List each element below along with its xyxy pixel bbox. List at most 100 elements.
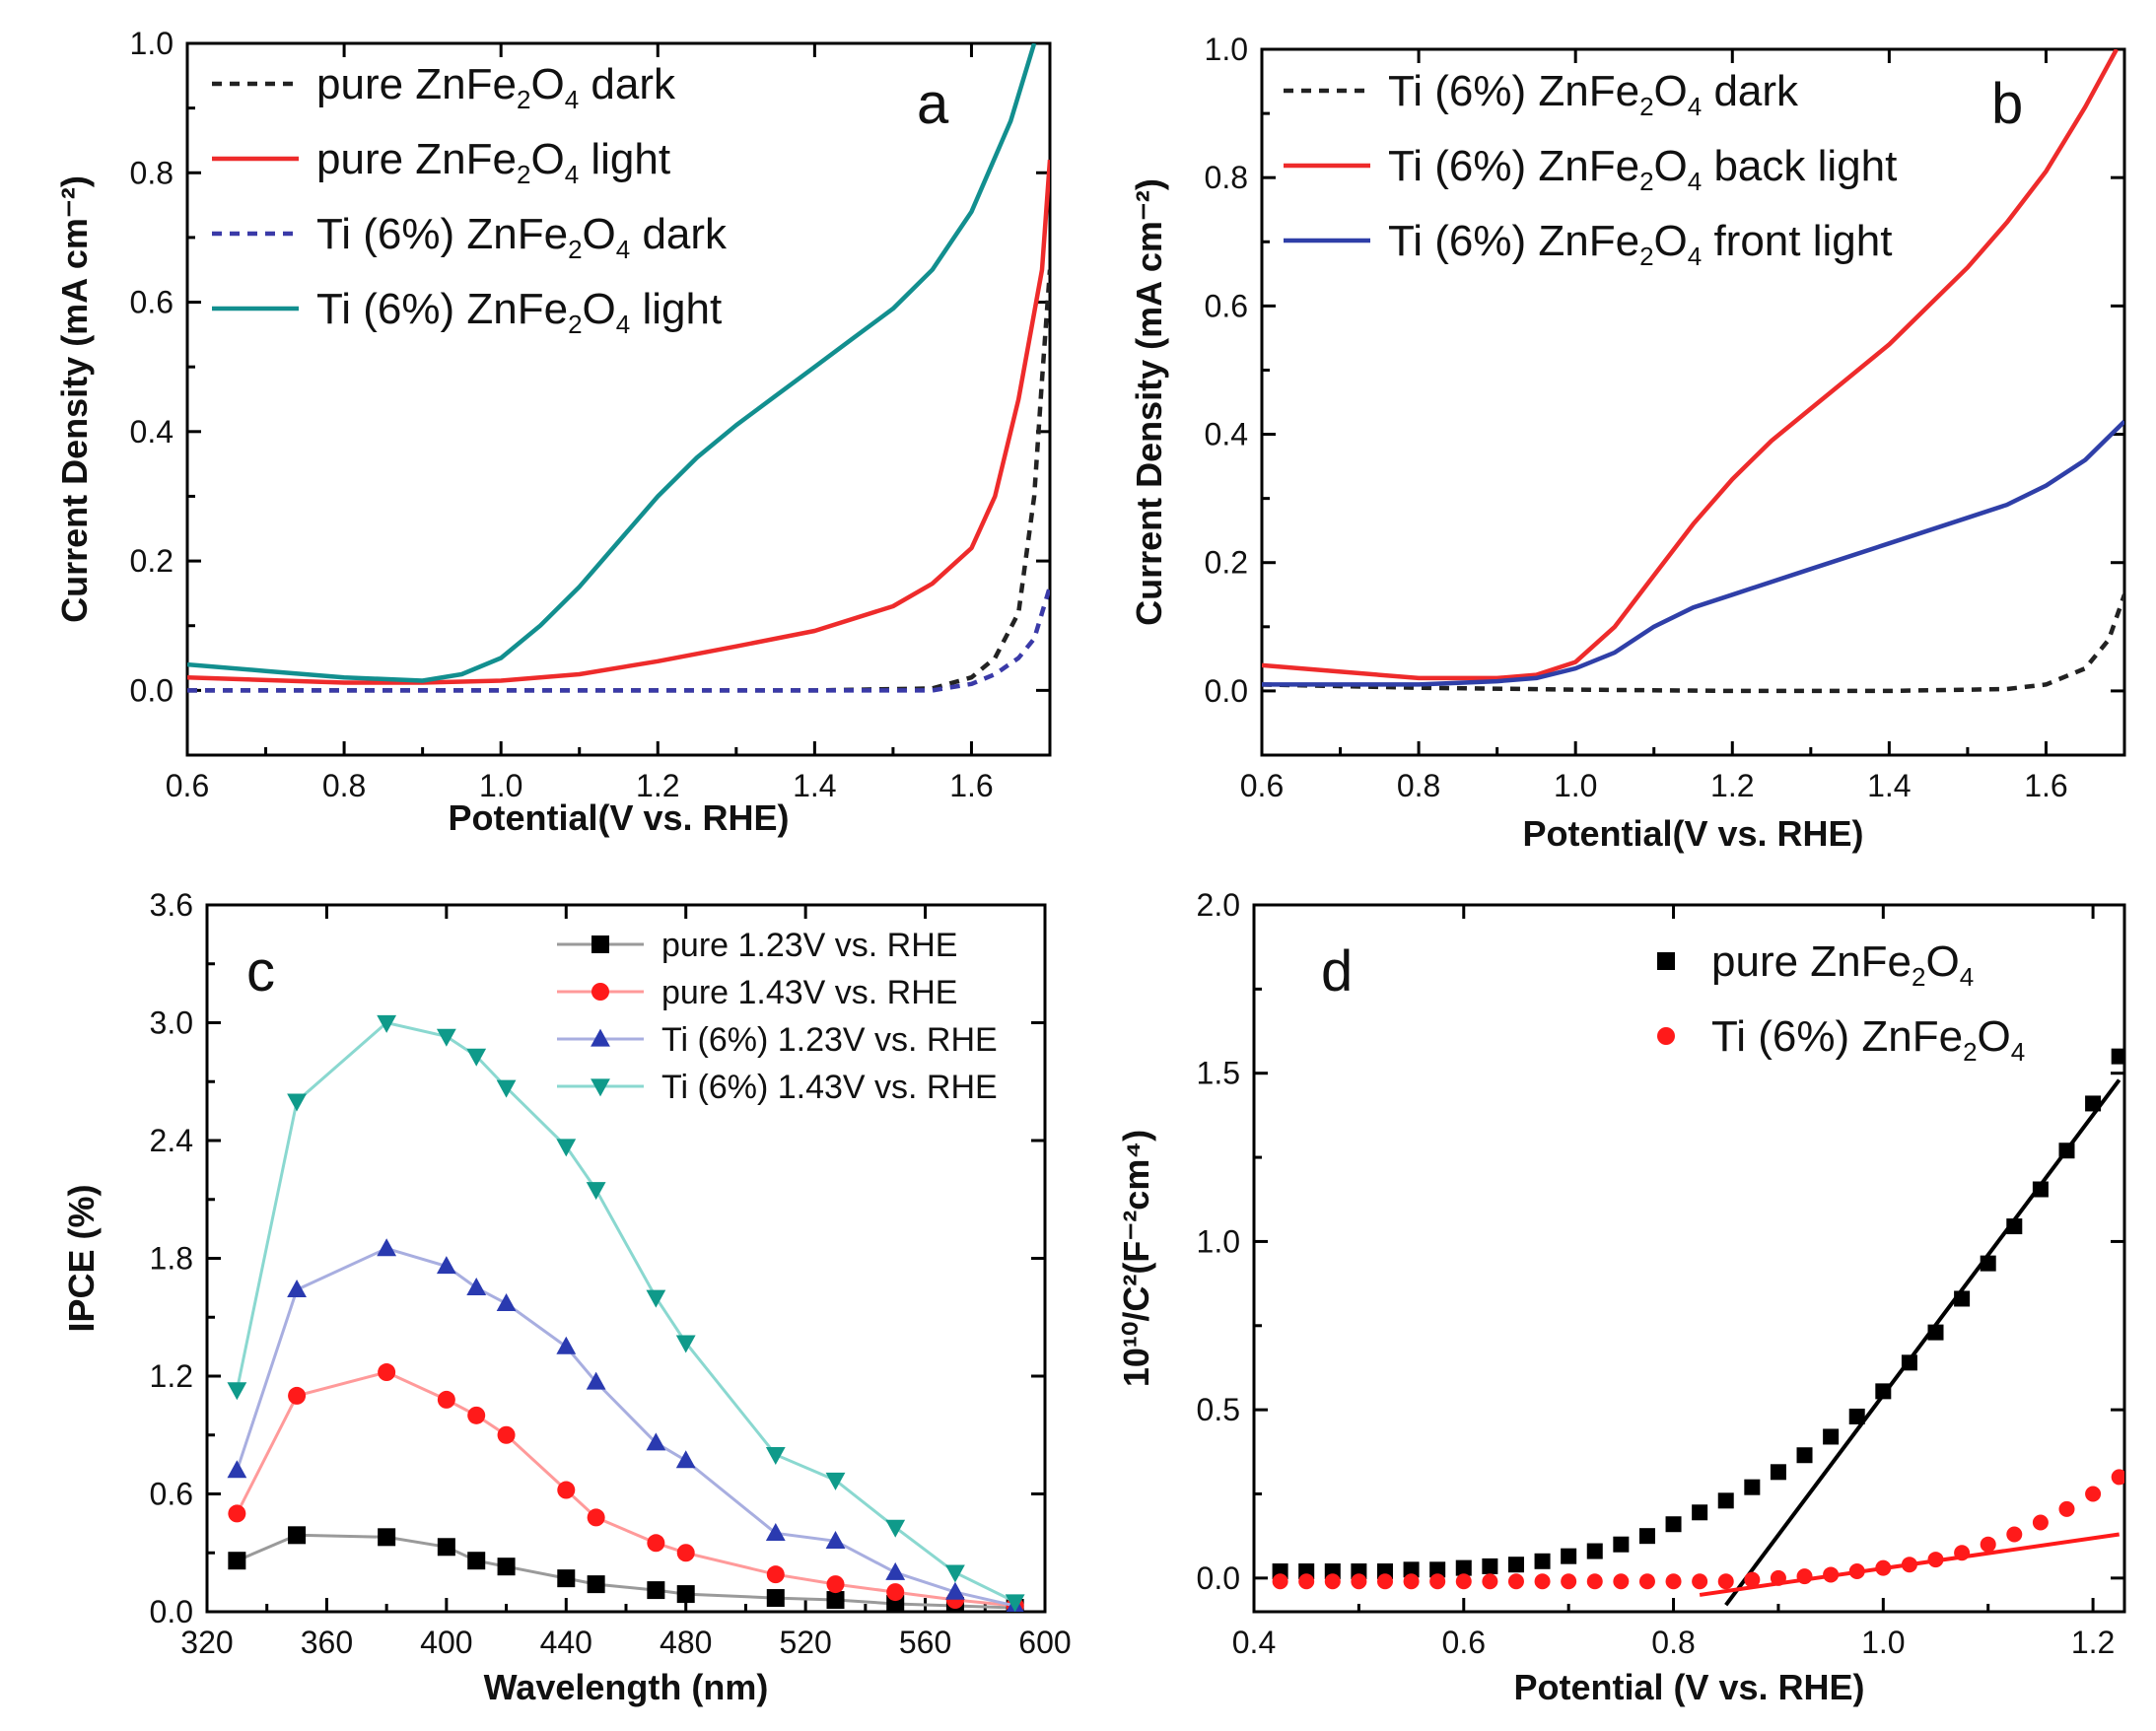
data-point: [676, 1585, 695, 1604]
y-tick-label: 0.8: [1205, 160, 1248, 195]
data-point: [1901, 1557, 1917, 1573]
data-point: [1482, 1558, 1498, 1574]
data-point: [675, 1450, 696, 1469]
x-tick-label: 600: [1018, 1625, 1071, 1660]
data-point: [2085, 1095, 2102, 1112]
x-tick-label: 0.6: [166, 768, 209, 803]
data-point: [228, 1552, 246, 1570]
series-2: [187, 586, 1050, 693]
x-tick-label: 400: [420, 1625, 472, 1660]
legend-label: Ti (6%) 1.23V vs. RHE: [661, 1021, 998, 1059]
data-point: [766, 1589, 785, 1608]
x-tick-label: 1.2: [2071, 1625, 2115, 1660]
plot-frame: [185, 41, 1052, 757]
legend-text-part: 2: [517, 160, 530, 189]
legend-text-part: 2: [1639, 242, 1653, 271]
fit-line: [1724, 1078, 2121, 1607]
data-point: [1586, 1543, 1603, 1559]
series-line: [187, 586, 1050, 693]
data-point: [436, 1256, 456, 1275]
data-point: [2111, 1469, 2124, 1486]
data-point: [826, 1591, 845, 1610]
data-point: [378, 1363, 396, 1382]
data-point: [496, 1079, 517, 1098]
data-point: [765, 1447, 786, 1466]
data-point: [825, 1530, 846, 1549]
y-tick-label: 0.8: [130, 155, 174, 190]
legend-label: Ti (6%) ZnFe2O4: [1711, 1012, 2025, 1067]
x-tick-label: 1.6: [2024, 768, 2067, 803]
legend-label: Ti (6%) 1.43V vs. RHE: [661, 1069, 998, 1106]
series-line: [1262, 593, 2124, 694]
data-point: [647, 1534, 665, 1553]
series-0: [1272, 1048, 2124, 1607]
x-tick-label: 320: [180, 1625, 233, 1660]
data-point: [1665, 1573, 1682, 1590]
legend-marker: [591, 1078, 610, 1097]
data-point: [885, 1561, 906, 1580]
data-point: [1351, 1573, 1367, 1590]
data-point: [885, 1519, 906, 1538]
data-point: [586, 1371, 606, 1390]
x-tick-label: 1.4: [793, 768, 836, 803]
x-tick-label: 1.2: [1710, 768, 1754, 803]
data-point: [1534, 1553, 1551, 1569]
data-point: [1613, 1536, 1630, 1553]
plot-area: [227, 1014, 1025, 1612]
legend-marker: [1657, 952, 1675, 970]
legend-text-part: Ti (6%) ZnFe: [316, 210, 568, 258]
data-point: [587, 1508, 605, 1527]
data-point: [437, 1390, 455, 1409]
data-point: [1954, 1545, 1971, 1561]
plot-frame: [1252, 903, 2126, 1614]
y-tick-label: 3.0: [150, 1005, 193, 1041]
y-tick-label: 1.0: [1205, 32, 1248, 67]
data-point: [1561, 1573, 1577, 1590]
panel-label: a: [917, 72, 949, 136]
data-point: [1429, 1561, 1446, 1578]
data-point: [467, 1552, 486, 1570]
legend-text-part: Ti (6%) ZnFe: [1388, 217, 1639, 265]
data-point: [1770, 1569, 1786, 1586]
panel-label: d: [1321, 939, 1353, 1004]
data-point: [1613, 1573, 1630, 1590]
legend-text-part: 2: [1639, 167, 1653, 196]
x-axis-label: Wavelength (nm): [484, 1667, 769, 1707]
y-axis-label: Current Density (mA cm⁻²): [54, 175, 95, 623]
plot-area: [1272, 1048, 2124, 1607]
data-point: [1638, 1573, 1655, 1590]
legend-marker: [1657, 1027, 1675, 1045]
x-tick-label: 0.4: [1232, 1625, 1276, 1660]
plot-area: [187, 43, 1050, 693]
legend-text-part: 4: [565, 160, 579, 189]
data-point: [467, 1406, 486, 1424]
x-tick-label: 0.8: [1397, 768, 1440, 803]
data-point: [886, 1583, 905, 1602]
legend-text-part: 2: [517, 85, 530, 114]
data-point: [1875, 1559, 1892, 1576]
data-point: [1272, 1573, 1288, 1590]
legend-text-part: pure ZnFe: [316, 135, 517, 183]
data-point: [1770, 1464, 1786, 1481]
series-0: [1262, 593, 2124, 694]
legend-text-part: light: [630, 285, 722, 333]
y-tick-label: 0.6: [150, 1477, 193, 1512]
legend-text-part: Ti (6%) ZnFe: [1388, 67, 1639, 115]
legend-text-part: 4: [616, 310, 630, 339]
legend-text-part: 2: [1912, 962, 1925, 992]
legend-text-part: O: [530, 135, 564, 183]
x-tick-label: 0.6: [1240, 768, 1284, 803]
legend-text-part: O: [1654, 217, 1688, 265]
data-point: [1376, 1573, 1393, 1590]
legend-label: Ti (6%) ZnFe2O4 light: [316, 285, 722, 339]
y-axis-label: 10¹⁰/C²(F⁻²cm⁴): [1116, 1130, 1156, 1387]
legend-marker: [591, 983, 609, 1001]
data-point: [675, 1335, 696, 1353]
legend-text-part: 4: [616, 235, 630, 264]
data-point: [1823, 1428, 1840, 1445]
y-tick-label: 0.5: [1197, 1392, 1240, 1427]
data-point: [497, 1558, 516, 1576]
data-point: [1717, 1492, 1734, 1509]
